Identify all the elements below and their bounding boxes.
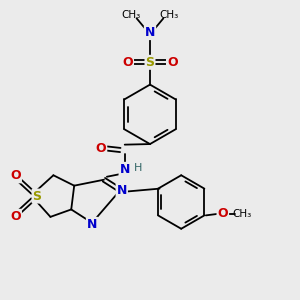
Text: O: O bbox=[10, 210, 21, 223]
Text: S: S bbox=[33, 190, 42, 202]
Text: O: O bbox=[96, 142, 106, 155]
Text: O: O bbox=[122, 56, 133, 69]
Text: CH₃: CH₃ bbox=[121, 10, 140, 20]
Text: H: H bbox=[134, 163, 142, 173]
Text: S: S bbox=[146, 56, 154, 69]
Text: O: O bbox=[10, 169, 21, 182]
Text: N: N bbox=[119, 163, 130, 176]
Text: CH₃: CH₃ bbox=[160, 10, 179, 20]
Text: CH₃: CH₃ bbox=[232, 209, 252, 219]
Text: N: N bbox=[117, 184, 127, 196]
Text: O: O bbox=[167, 56, 178, 69]
Text: N: N bbox=[145, 26, 155, 39]
Text: N: N bbox=[87, 218, 97, 231]
Text: O: O bbox=[218, 207, 228, 220]
